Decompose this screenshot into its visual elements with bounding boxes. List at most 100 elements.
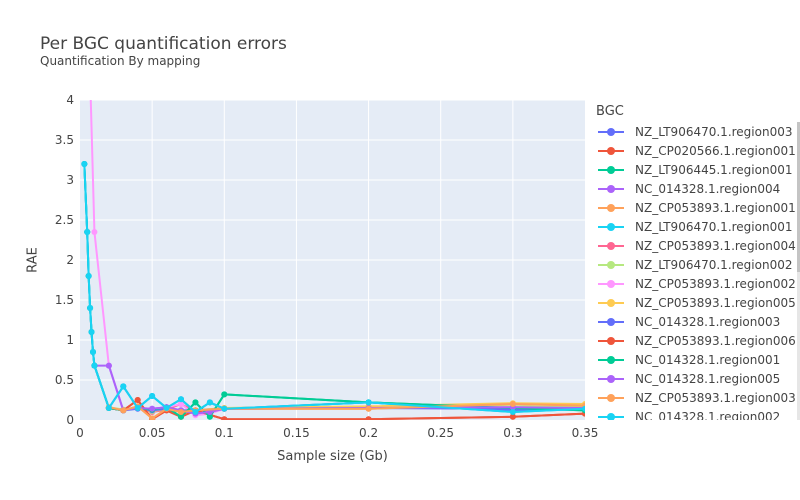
legend-item[interactable]: NZ_CP053893.1.region005 [596, 293, 800, 312]
legend-title: BGC [596, 104, 624, 119]
legend-swatch-marker [607, 374, 615, 383]
data-point[interactable] [85, 273, 92, 279]
data-point[interactable] [206, 413, 213, 420]
data-point[interactable] [221, 416, 228, 422]
y-tick-label: 2 [66, 253, 74, 267]
legend-swatch-marker [607, 203, 615, 212]
legend-scrollbar-thumb[interactable] [797, 122, 800, 272]
y-tick-label: 3.5 [55, 133, 74, 147]
chart-subtitle: Quantification By mapping [40, 54, 201, 68]
legend-item[interactable]: NZ_CP020566.1.region001 [596, 141, 800, 160]
legend-item[interactable]: NC_014328.1.region005 [596, 369, 800, 388]
data-point[interactable] [149, 405, 156, 412]
legend-swatch-marker [607, 393, 615, 402]
x-tick-label: 0.1 [215, 426, 234, 440]
data-point[interactable] [84, 229, 91, 235]
x-tick-label: 0.35 [572, 426, 599, 440]
data-point[interactable] [365, 399, 372, 406]
data-point[interactable] [134, 397, 141, 403]
data-point[interactable] [509, 413, 516, 420]
legend-swatch [596, 334, 626, 348]
legend-item[interactable]: NZ_CP053893.1.region004 [596, 236, 800, 255]
legend-swatch-marker [607, 241, 615, 250]
legend-label: NZ_LT906445.1.region001 [635, 162, 793, 177]
legend-label: NZ_LT906470.1.region002 [635, 257, 793, 272]
data-point[interactable] [87, 73, 93, 79]
legend-item[interactable]: NZ_LT906470.1.region003 [596, 122, 800, 141]
series-15[interactable] [81, 161, 588, 415]
data-point[interactable] [149, 415, 156, 421]
legend-item[interactable]: NZ_LT906470.1.region002 [596, 255, 800, 274]
data-point[interactable] [91, 229, 98, 235]
data-point[interactable] [163, 405, 170, 411]
data-point[interactable] [365, 405, 372, 412]
legend-item[interactable]: NZ_CP053893.1.region002 [596, 274, 800, 293]
x-tick-label: 0.25 [427, 426, 454, 440]
legend-label: NZ_CP053893.1.region001 [635, 200, 796, 215]
data-point[interactable] [134, 405, 141, 411]
data-point[interactable] [509, 401, 516, 407]
data-point[interactable] [149, 393, 156, 399]
legend-swatch-marker [607, 279, 615, 288]
legend-swatch-marker [607, 222, 615, 231]
legend-swatch-marker [607, 184, 615, 193]
y-tick-label: 3 [66, 173, 74, 187]
legend-swatch-marker [607, 317, 615, 326]
data-point[interactable] [81, 161, 88, 167]
legend-label: NZ_CP053893.1.region005 [635, 295, 796, 310]
legend-label: NC_014328.1.region004 [635, 181, 781, 196]
data-point[interactable] [88, 329, 95, 335]
legend-item[interactable]: NZ_CP053893.1.region003 [596, 388, 800, 407]
y-tick-label: 1.5 [55, 293, 74, 307]
legend-item[interactable]: NC_014328.1.region004 [596, 179, 800, 198]
x-axis-label: Sample size (Gb) [277, 449, 388, 464]
y-axis-label: RAE [25, 247, 41, 273]
legend-label: NZ_CP053893.1.region003 [635, 390, 796, 405]
data-point[interactable] [178, 396, 184, 403]
data-point[interactable] [206, 399, 213, 406]
data-point[interactable] [120, 383, 127, 390]
legend-label: NC_014328.1.region005 [635, 371, 781, 386]
legend-item[interactable]: NZ_CP053893.1.region001 [596, 198, 800, 217]
data-point[interactable] [365, 416, 372, 422]
legend-swatch [596, 239, 626, 253]
data-point[interactable] [192, 409, 199, 415]
legend-swatch [596, 220, 626, 234]
legend-scrollbar[interactable] [797, 122, 800, 420]
data-point[interactable] [105, 405, 112, 411]
legend-swatch [596, 163, 626, 177]
y-tick-label: 0 [66, 413, 74, 427]
legend-item[interactable]: NC_014328.1.region003 [596, 312, 800, 331]
data-point[interactable] [509, 409, 516, 415]
legend-label: NZ_LT906470.1.region001 [635, 219, 793, 234]
legend-item[interactable]: NC_014328.1.region002 [596, 407, 800, 420]
data-point[interactable] [89, 349, 96, 355]
data-point[interactable] [178, 409, 184, 415]
legend-label: NZ_CP053893.1.region002 [635, 276, 796, 291]
data-point[interactable] [87, 305, 94, 311]
legend-item[interactable]: NZ_LT906470.1.region001 [596, 217, 800, 236]
legend-swatch [596, 353, 626, 367]
data-point[interactable] [178, 401, 184, 407]
chart-title: Per BGC quantification errors [40, 34, 287, 54]
data-point[interactable] [91, 362, 98, 369]
legend-item[interactable]: NC_014328.1.region001 [596, 350, 800, 369]
legend-swatch-marker [607, 127, 615, 136]
legend-swatch [596, 372, 626, 386]
legend[interactable]: NZ_LT906470.1.region003 NZ_CP020566.1.reg… [596, 122, 800, 420]
data-point[interactable] [178, 413, 184, 420]
data-point[interactable] [120, 407, 127, 414]
data-point[interactable] [582, 405, 588, 412]
legend-item[interactable]: NZ_CP053893.1.region006 [596, 331, 800, 350]
data-point[interactable] [192, 399, 199, 406]
legend-swatch-marker [607, 298, 615, 307]
legend-item[interactable]: NZ_LT906445.1.region001 [596, 160, 800, 179]
x-tick-label: 0.05 [139, 426, 166, 440]
y-tick-label: 0.5 [55, 373, 74, 387]
data-point[interactable] [221, 405, 228, 412]
legend-swatch [596, 315, 626, 329]
data-point[interactable] [105, 362, 112, 369]
data-point[interactable] [221, 391, 228, 398]
legend-label: NC_014328.1.region002 [635, 409, 781, 421]
